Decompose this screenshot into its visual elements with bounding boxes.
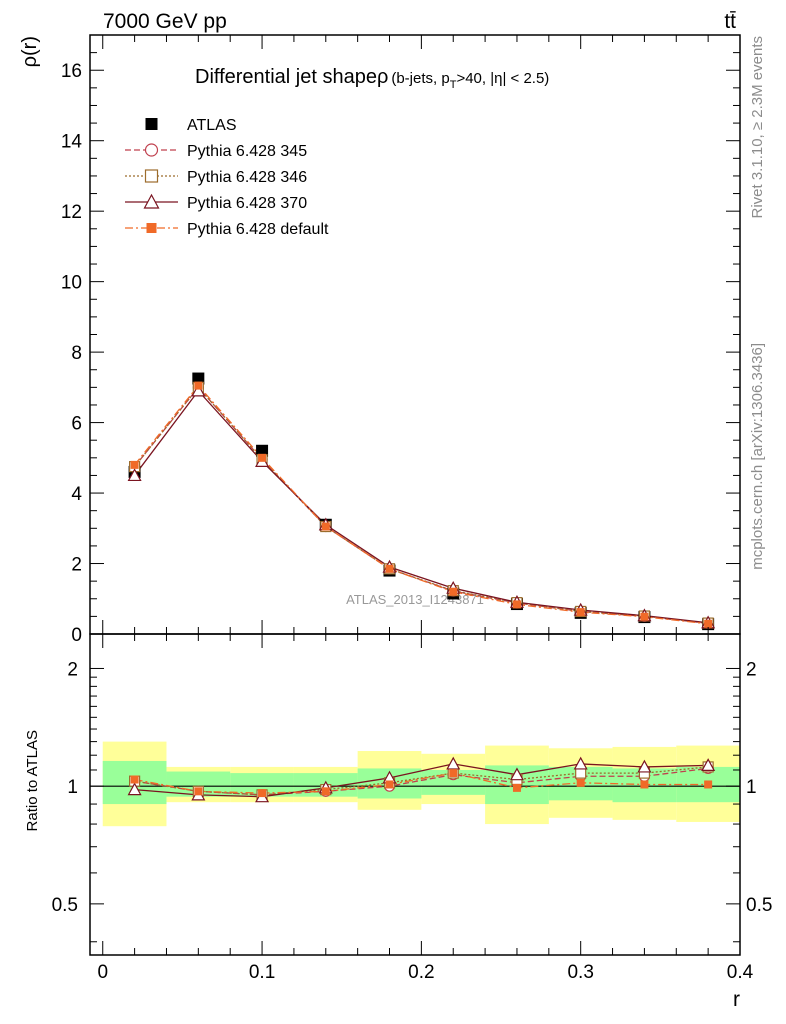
- band-inner: [230, 773, 294, 797]
- legend-label: Pythia 6.428 345: [187, 143, 307, 160]
- main-axes: 0 2 4 6 8 10 12 14 16: [61, 35, 741, 646]
- legend-label: Pythia 6.428 346: [187, 169, 307, 186]
- ratio-point-3: [512, 783, 521, 792]
- ratio-y-label: Ratio to ATLAS: [24, 730, 41, 831]
- ratio-point-3: [576, 778, 585, 787]
- ratio-point-3: [130, 775, 139, 784]
- plot-title: Differential jet shapeρ (b-jets, pT>40, |…: [195, 66, 549, 91]
- series-point-3: [321, 522, 330, 531]
- x-tick-label: 0.3: [567, 962, 593, 983]
- ratio-tick-label-right: 0.5: [746, 895, 772, 916]
- watermark: ATLAS_2013_I1243871: [346, 592, 484, 607]
- legend-label: ATLAS: [187, 117, 237, 134]
- x-axis-label: r: [733, 988, 740, 1011]
- series-line-1: [134, 386, 709, 624]
- series-point-3: [576, 608, 585, 617]
- ratio-tick-label: 2: [67, 659, 78, 680]
- plot-title-sub: (b-jets, p: [391, 70, 449, 87]
- ratio-axes: 0.5 0.5 1 1 2 2 0 0.1 0.2 0.3 0.4: [52, 634, 772, 983]
- legend-marker: [144, 143, 159, 157]
- y-tick-label: 0: [71, 625, 82, 646]
- ratio-point-3: [704, 780, 713, 789]
- series-line-0: [134, 386, 709, 625]
- series-point-3: [194, 381, 203, 390]
- series-point-3: [449, 587, 458, 596]
- ratio-point-2: [446, 756, 461, 770]
- series-point-3: [512, 600, 521, 609]
- ratio-point-2: [127, 782, 142, 796]
- series-point-3: [640, 612, 649, 621]
- ratio-point-3: [385, 780, 394, 789]
- ratio-point-3: [194, 787, 203, 796]
- legend-marker: [145, 118, 158, 130]
- y-tick-label: 16: [61, 61, 82, 82]
- rivet-label: Rivet 3.1.10, ≥ 2.3M events: [749, 36, 766, 219]
- ratio-tick-label: 0.5: [52, 895, 78, 916]
- plot-title-index: T: [450, 79, 457, 91]
- ratio-tick-label-right: 2: [746, 659, 757, 680]
- plot-title-rest: >40, |η| < 2.5): [456, 70, 549, 87]
- ratio-point-2: [637, 759, 652, 773]
- y-tick-label: 10: [61, 273, 82, 294]
- plot-title-main: Differential jet shapeρ: [195, 66, 388, 88]
- ratio-line-3: [134, 772, 709, 794]
- y-axis-label: ρ(r): [19, 36, 41, 67]
- ratio-line-2: [134, 763, 709, 798]
- series-point-3: [704, 619, 713, 628]
- legend: ATLAS Pythia 6.428 345 Pythia 6.428 346 Pyt…: [125, 117, 329, 238]
- y-tick-label: 4: [71, 484, 82, 505]
- x-tick-label: 0.1: [249, 962, 275, 983]
- y-tick-label: 8: [71, 343, 82, 364]
- mcplots-label: mcplots.cern.ch [arXiv:1306.3436]: [749, 343, 766, 570]
- x-tick-label: 0: [97, 962, 108, 983]
- ratio-point-2: [573, 756, 588, 770]
- atlas-data-point: [192, 372, 205, 385]
- ratio-point-1: [575, 767, 587, 779]
- y-tick-label: 12: [61, 202, 82, 223]
- series-point-3: [130, 460, 139, 469]
- atlas-data-point: [256, 444, 269, 457]
- ratio-point-3: [258, 789, 267, 798]
- ratio-point-2: [701, 758, 716, 772]
- x-tick-label: 0.4: [727, 962, 754, 983]
- y-tick-label: 14: [61, 132, 83, 153]
- energy-label: 7000 GeV pp: [103, 10, 227, 33]
- series-line-3: [134, 384, 709, 625]
- x-tick-label: 0.2: [408, 962, 434, 983]
- ratio-point-3: [321, 787, 330, 796]
- y-tick-label: 6: [71, 414, 82, 435]
- ratio-line-0: [134, 767, 709, 796]
- legend-label: Pythia 6.428 default: [187, 221, 329, 238]
- series-point-2: [191, 383, 206, 397]
- series-line-2: [134, 389, 709, 624]
- ratio-line-1: [134, 766, 709, 796]
- ratio-point-2: [509, 767, 524, 781]
- series-point-2: [127, 468, 142, 482]
- process-label: tt̄: [724, 10, 736, 33]
- legend-marker: [144, 169, 159, 183]
- y-tick-label: 2: [71, 555, 82, 576]
- ratio-series-layer: [127, 756, 716, 803]
- ratio-frame: [89, 633, 741, 956]
- series-point-3: [385, 564, 394, 573]
- ratio-tick-label: 1: [67, 777, 78, 798]
- main-series-layer: [127, 372, 716, 631]
- legend-marker: [146, 223, 157, 233]
- legend-label: Pythia 6.428 370: [187, 195, 307, 212]
- ratio-point-3: [640, 780, 649, 789]
- ratio-tick-label-right: 1: [746, 777, 757, 798]
- ratio-point-3: [449, 769, 458, 778]
- series-point-3: [258, 453, 267, 462]
- legend-marker: [143, 193, 160, 209]
